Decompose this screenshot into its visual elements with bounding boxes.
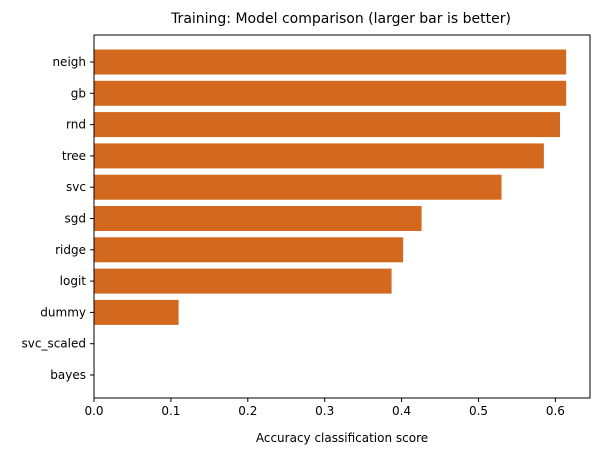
x-tick-label: 0.5	[469, 404, 488, 418]
x-tick-label: 0.6	[546, 404, 565, 418]
bar-neigh	[94, 49, 567, 75]
y-tick-label: gb	[71, 86, 86, 100]
x-axis-label: Accuracy classification score	[256, 431, 428, 445]
bar-dummy	[94, 299, 179, 325]
y-tick-label: ridge	[55, 243, 86, 257]
x-tick-label: 0.0	[84, 404, 103, 418]
y-tick-label: tree	[62, 149, 86, 163]
x-tick-label: 0.2	[238, 404, 257, 418]
bar-gb	[94, 80, 567, 106]
chart-title: Training: Model comparison (larger bar i…	[170, 11, 511, 27]
y-tick-label: sgd	[65, 212, 87, 226]
x-tick-label: 0.4	[392, 404, 411, 418]
y-tick-label: bayes	[50, 368, 86, 382]
x-axis-ticks: 0.0 0.1 0.2 0.3 0.4 0.5 0.6	[84, 398, 565, 418]
y-tick-label: logit	[60, 274, 87, 288]
bar-tree	[94, 143, 544, 169]
y-tick-label: rnd	[66, 118, 86, 132]
y-tick-label: dummy	[40, 305, 86, 319]
bar-sgd	[94, 206, 422, 231]
x-tick-label: 0.3	[315, 404, 334, 418]
y-axis-ticks: neigh gb rnd tree svc sgd ridge logit dummy svc_s…	[22, 55, 94, 382]
bar-rnd	[94, 112, 561, 138]
x-tick-label: 0.1	[161, 404, 180, 418]
y-tick-label: neigh	[52, 55, 86, 69]
y-tick-label: svc_scaled	[22, 337, 87, 351]
bar-logit	[94, 268, 392, 294]
plot-frame	[93, 34, 591, 399]
bars-group	[94, 49, 567, 325]
bar-ridge	[94, 237, 404, 263]
y-tick-label: svc	[66, 180, 86, 194]
bar-svc	[94, 174, 502, 200]
